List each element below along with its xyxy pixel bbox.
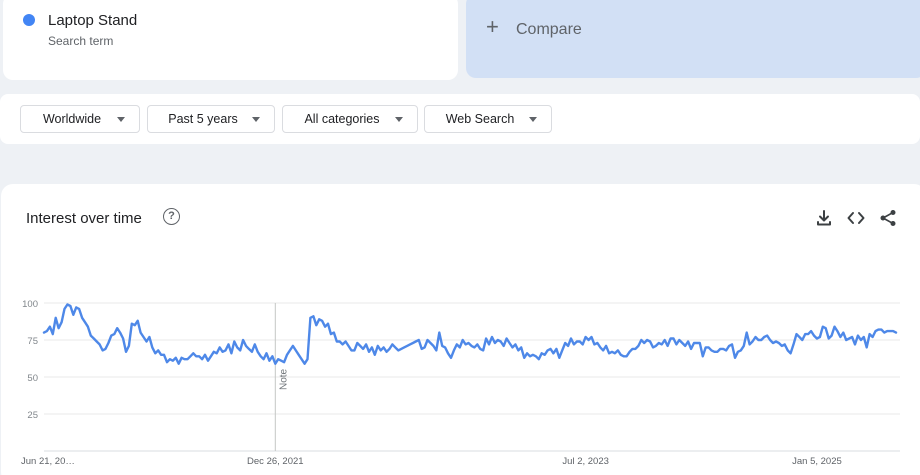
embed-code-icon[interactable] <box>846 208 866 228</box>
x-tick-label: Jul 2, 2023 <box>562 456 608 467</box>
caret-down-icon <box>529 117 537 122</box>
caret-down-icon <box>117 117 125 122</box>
caret-down-icon <box>252 117 260 122</box>
search-term-name[interactable]: Laptop Stand <box>48 12 138 29</box>
search-term-card[interactable]: Laptop Stand Search term <box>3 0 458 80</box>
help-icon[interactable]: ? <box>163 208 180 225</box>
region-filter[interactable]: Worldwide <box>20 105 140 133</box>
note-marker-label: Note <box>278 368 289 390</box>
share-icon[interactable] <box>878 208 898 228</box>
chart-title: Interest over time <box>26 210 142 227</box>
y-tick-label: 100 <box>22 299 38 310</box>
compare-card[interactable]: + Compare <box>466 0 920 78</box>
category-filter[interactable]: All categories <box>282 105 418 133</box>
time-range-filter-label: Past 5 years <box>168 112 238 126</box>
x-tick-label: Jan 5, 2025 <box>792 456 842 467</box>
series-color-dot <box>23 14 35 26</box>
search-type-filter-label: Web Search <box>445 112 515 126</box>
region-filter-label: Worldwide <box>42 112 102 126</box>
x-tick-label: Jun 21, 20… <box>21 456 75 467</box>
caret-down-icon <box>395 117 403 122</box>
y-tick-label: 50 <box>27 373 38 384</box>
interest-over-time-card: Interest over time ? <box>1 184 920 475</box>
category-filter-label: All categories <box>304 112 380 126</box>
download-icon[interactable] <box>814 208 834 228</box>
x-tick-label: Dec 26, 2021 <box>247 456 304 467</box>
series-line-laptop-stand <box>42 303 898 365</box>
plus-icon: + <box>486 14 499 39</box>
y-tick-label: 25 <box>27 410 38 421</box>
filter-bar: Worldwide Past 5 years All categories We… <box>0 94 920 144</box>
search-term-subtitle: Search term <box>48 34 114 48</box>
y-tick-label: 75 <box>27 336 38 347</box>
time-range-filter[interactable]: Past 5 years <box>147 105 275 133</box>
compare-label[interactable]: Compare <box>516 21 582 38</box>
search-type-filter[interactable]: Web Search <box>424 105 552 133</box>
